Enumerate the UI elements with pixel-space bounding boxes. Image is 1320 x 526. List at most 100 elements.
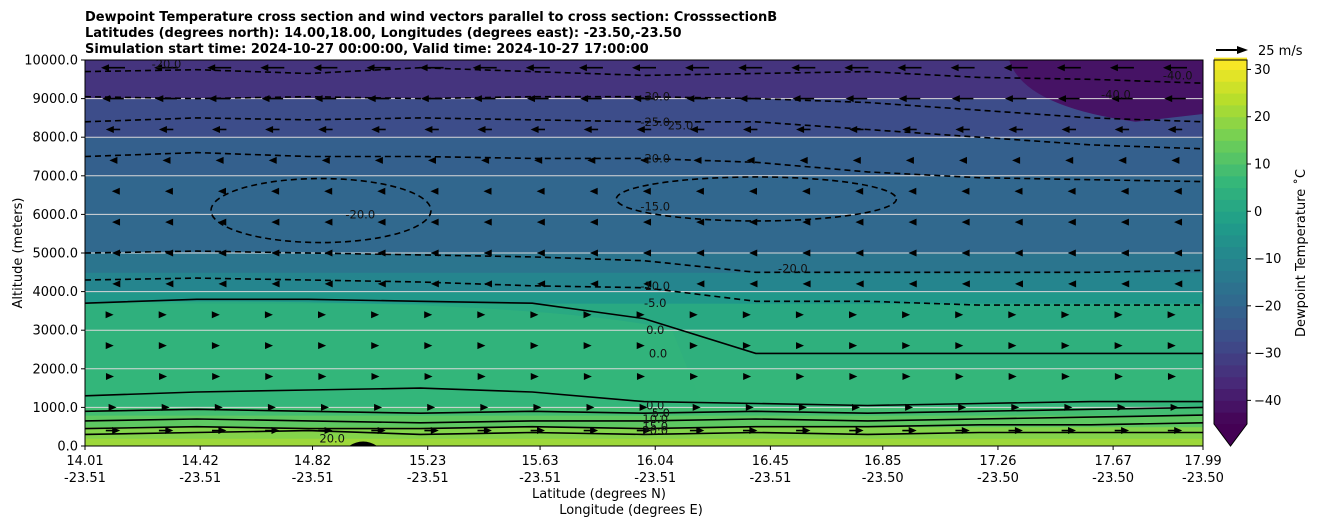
wind-vector: [212, 427, 227, 435]
wind-vector-head: [798, 403, 807, 411]
wind-vector: [313, 64, 338, 72]
wind-vector-head: [483, 249, 492, 257]
wind-vector: [849, 311, 857, 319]
wind-vector-head: [796, 373, 805, 381]
wind-vector-head: [1008, 373, 1017, 381]
wind-vector-head: [961, 187, 970, 195]
wind-vector: [749, 187, 757, 195]
wind-vector-head: [796, 342, 805, 350]
wind-vector-head: [739, 95, 748, 103]
wind-vector-head: [802, 427, 811, 435]
colorbar-segment: [1214, 294, 1247, 307]
wind-vector-head: [643, 280, 652, 288]
wind-vector: [583, 125, 599, 133]
wind-vector-head: [636, 373, 645, 381]
wind-vector-head: [162, 156, 171, 164]
wind-vector-head: [1174, 218, 1183, 226]
quiver-key-arrow-head: [1237, 46, 1248, 54]
wind-vector: [218, 187, 226, 195]
wind-vector: [265, 427, 280, 435]
y-axis-ticks: 0.0 1000.0 2000.0 3000.0 4000.0 5000.0 6000.0 7…: [24, 54, 85, 455]
wind-vector-head: [743, 125, 751, 133]
wind-vector-head: [955, 311, 964, 319]
wind-vector-head: [692, 403, 701, 411]
colorbar-segment: [1214, 93, 1247, 106]
wind-vector: [791, 64, 816, 72]
wind-vector-head: [430, 218, 439, 226]
wind-vector: [112, 249, 121, 257]
wind-vector-head: [324, 280, 333, 288]
wind-vector: [583, 427, 599, 435]
wind-vector: [1011, 403, 1020, 411]
wind-vector-head: [1061, 373, 1070, 381]
wind-vector: [109, 156, 118, 164]
wind-vector-head: [633, 95, 642, 103]
wind-vector: [1067, 249, 1076, 257]
wind-vector: [1061, 125, 1076, 133]
wind-vector: [1171, 156, 1180, 164]
wind-vector-head: [158, 125, 167, 133]
wind-vector-head: [424, 342, 433, 350]
wind-vector-head: [1171, 156, 1180, 164]
wind-vector-head: [643, 218, 652, 226]
wind-vector: [792, 95, 815, 103]
wind-vector-head: [802, 280, 811, 288]
wind-vector-head: [1012, 156, 1021, 164]
wind-vector-head: [1173, 187, 1182, 195]
wind-vector-head: [1121, 280, 1130, 288]
wind-vector-head: [583, 373, 592, 381]
colorbar-segment: [1214, 329, 1247, 342]
wind-vector-head: [636, 125, 645, 133]
wind-vector: [802, 187, 811, 195]
wind-vector-head: [844, 64, 853, 72]
wind-vector: [430, 280, 439, 288]
wind-vector-head: [1120, 218, 1129, 226]
wind-vector: [742, 311, 751, 319]
contour-label: 0.0: [646, 398, 664, 412]
wind-vector-head: [583, 125, 592, 133]
contour-label: 0.0: [646, 323, 664, 337]
wind-vector-head: [161, 403, 170, 411]
wind-vector-head: [483, 280, 492, 288]
contour-label: -20.0: [152, 57, 182, 71]
wind-vector: [105, 373, 114, 381]
wind-vector-head: [1120, 187, 1129, 195]
wind-vector: [1114, 427, 1130, 435]
y-tick-label: 2000.0: [33, 362, 79, 377]
wind-vector: [530, 125, 545, 133]
wind-vector-head: [1174, 280, 1183, 288]
wind-vector-head: [321, 156, 330, 164]
wind-vector-head: [430, 249, 439, 257]
x-tick-longitude: -23.51: [407, 471, 449, 486]
wind-vector: [473, 95, 496, 103]
wind-vector-head: [424, 373, 433, 381]
wind-vector: [530, 311, 539, 319]
contour-line-0-low: [85, 387, 1203, 407]
wind-vector: [419, 64, 444, 72]
wind-vector: [955, 125, 970, 133]
wind-vector: [742, 342, 751, 350]
dewpoint-band: [85, 438, 1203, 446]
wind-vector: [845, 95, 868, 103]
wind-vector-head: [642, 187, 651, 195]
wind-vector: [371, 427, 386, 435]
x-tick-latitude: 15.63: [521, 454, 558, 469]
wind-vector: [318, 311, 326, 319]
wind-vector: [1067, 187, 1076, 195]
wind-vector: [696, 249, 705, 257]
wind-vector-head: [477, 125, 486, 133]
wind-vector: [481, 156, 490, 164]
y-axis-label: Altitude (meters): [11, 198, 26, 309]
wind-vector-head: [908, 187, 917, 195]
wind-vector: [271, 187, 280, 195]
wind-vector: [738, 64, 763, 72]
wind-vector: [583, 373, 592, 381]
wind-vector-head: [165, 249, 174, 257]
wind-vector: [477, 427, 492, 435]
wind-vector-head: [424, 125, 433, 133]
wind-vector: [799, 156, 808, 164]
wind-vector: [164, 187, 173, 195]
wind-vector-head: [483, 187, 492, 195]
wind-vector-head: [689, 311, 698, 319]
wind-vector: [587, 156, 596, 164]
